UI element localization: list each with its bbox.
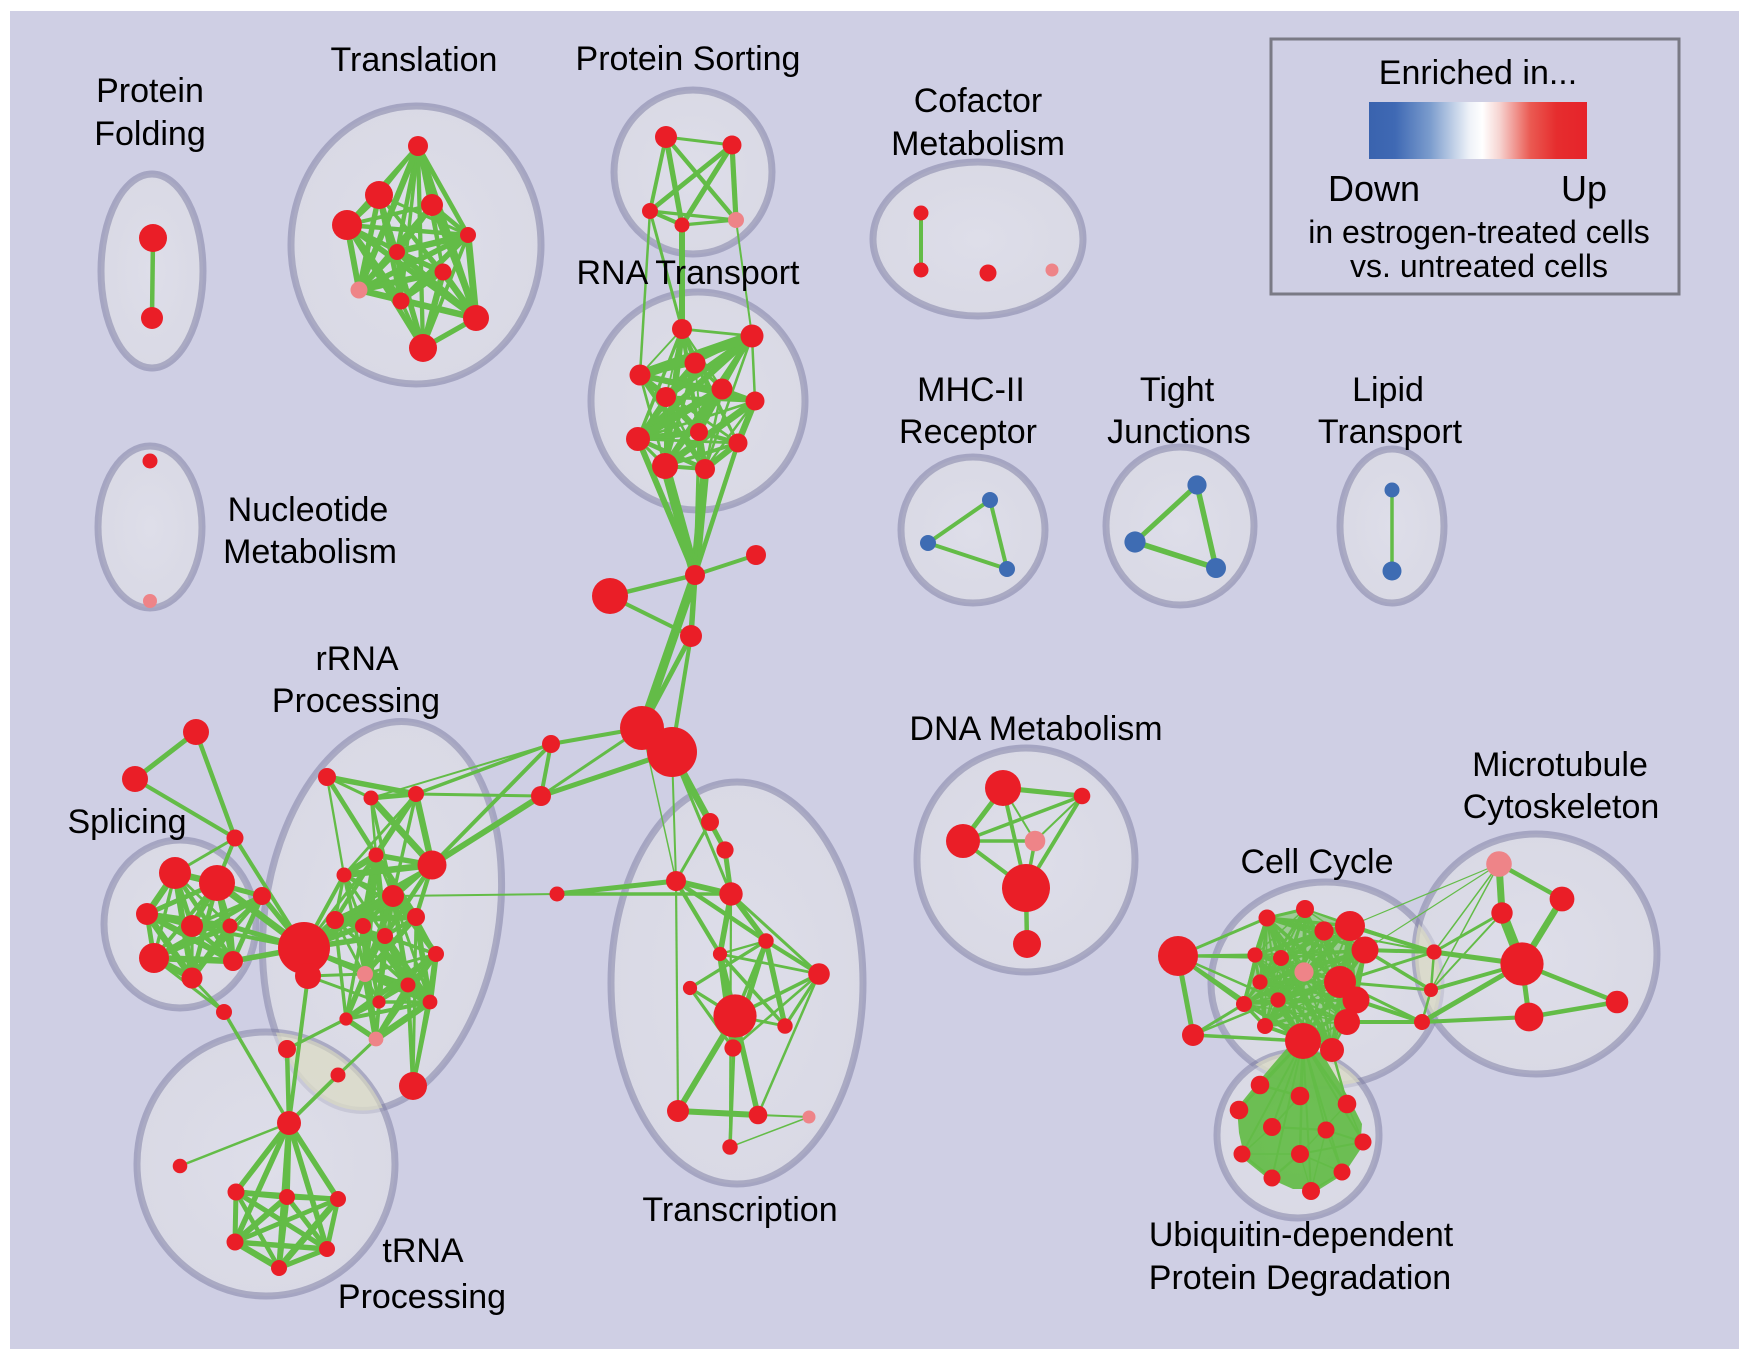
svg-text:Down: Down [1328,168,1420,209]
svg-text:Ubiquitin-dependent: Ubiquitin-dependent [1149,1216,1454,1254]
svg-text:Protein Sorting: Protein Sorting [576,40,801,78]
svg-text:Protein Degradation: Protein Degradation [1149,1259,1451,1297]
svg-text:MHC-II: MHC-II [917,371,1025,409]
svg-text:Metabolism: Metabolism [223,533,397,571]
svg-text:rRNA: rRNA [315,640,398,678]
svg-text:Splicing: Splicing [67,803,186,841]
svg-text:Transport: Transport [1318,413,1463,451]
svg-text:RNA Transport: RNA Transport [577,254,801,292]
svg-text:DNA Metabolism: DNA Metabolism [909,710,1162,748]
svg-text:in estrogen-treated cells: in estrogen-treated cells [1308,214,1650,250]
svg-text:Microtubule: Microtubule [1472,746,1648,784]
svg-text:Folding: Folding [94,115,206,153]
svg-text:Processing: Processing [338,1278,506,1316]
svg-text:Metabolism: Metabolism [891,125,1065,163]
svg-text:Processing: Processing [272,682,440,720]
svg-text:Translation: Translation [331,41,498,79]
svg-text:Junctions: Junctions [1107,413,1251,451]
svg-text:Protein: Protein [96,72,204,110]
svg-text:tRNA: tRNA [382,1232,464,1270]
svg-text:Receptor: Receptor [899,413,1037,451]
svg-text:Up: Up [1561,168,1607,209]
svg-text:Tight: Tight [1140,371,1215,409]
svg-text:Transcription: Transcription [642,1191,837,1229]
svg-text:Lipid: Lipid [1352,371,1424,409]
svg-text:Cell Cycle: Cell Cycle [1240,843,1393,881]
svg-text:vs. untreated cells: vs. untreated cells [1350,248,1608,284]
svg-text:Cytoskeleton: Cytoskeleton [1463,788,1660,826]
svg-text:Cofactor: Cofactor [914,82,1043,120]
svg-text:Enriched in...: Enriched in... [1379,54,1577,92]
svg-text:Nucleotide: Nucleotide [228,491,389,529]
